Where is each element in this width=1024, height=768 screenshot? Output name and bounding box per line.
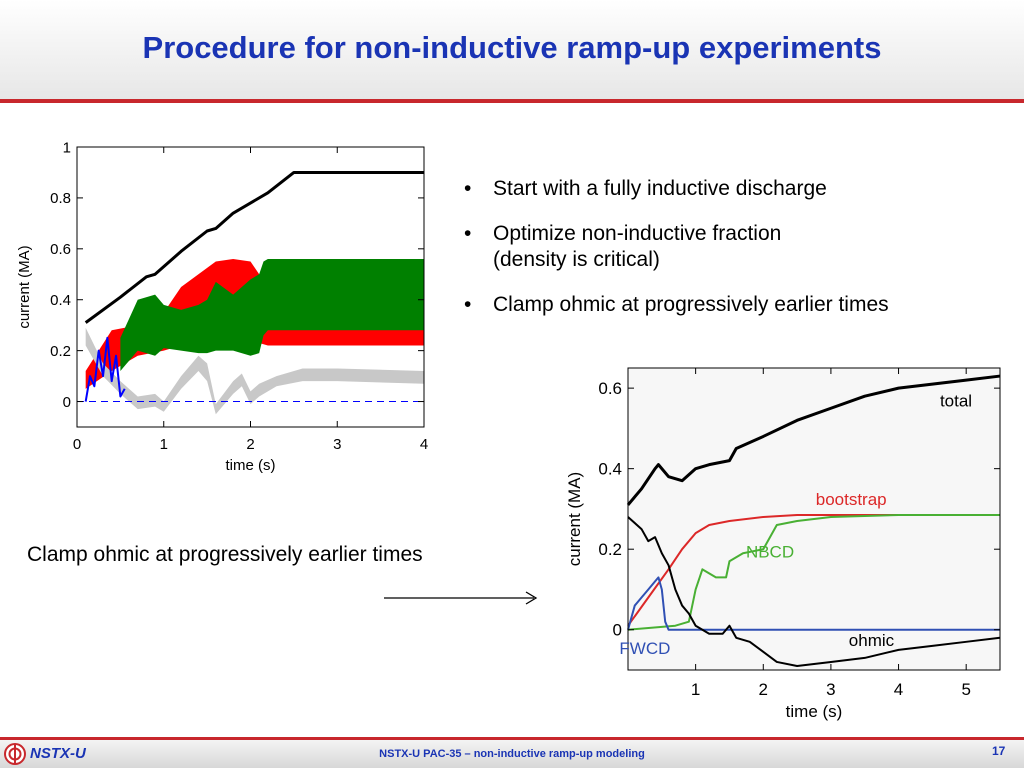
bullet-text: Clamp ohmic at progressively earlier tim… bbox=[493, 293, 889, 316]
x-tick-label: 3 bbox=[333, 436, 341, 453]
y-axis-label: current (MA) bbox=[565, 472, 584, 566]
series-total bbox=[84, 170, 424, 324]
bullet-item: Clamp ohmic at progressively earlier tim… bbox=[462, 292, 889, 318]
y-tick-label: 0.2 bbox=[50, 343, 71, 360]
x-tick-label: 4 bbox=[420, 436, 428, 453]
bullet-text: Start with a fully inductive discharge bbox=[493, 177, 827, 200]
series-fwcd bbox=[627, 576, 1000, 631]
bullet-text-line2: (density is critical) bbox=[493, 248, 660, 271]
y-tick-label: 0.8 bbox=[50, 190, 71, 207]
x-tick-label: 0 bbox=[73, 436, 81, 453]
x-tick-label: 3 bbox=[826, 680, 835, 699]
ramp-up-chart-right: 1 2 3 4 5 0 0.2 0.4 0.6 time (s) current (MA) total… bbox=[565, 367, 1001, 721]
x-tick-label: 1 bbox=[691, 680, 700, 699]
slide-title: Procedure for non-inductive ramp-up expe… bbox=[142, 30, 882, 65]
logo-text: NSTX-U bbox=[30, 745, 86, 762]
x-tick-label: 5 bbox=[961, 680, 970, 699]
series-ohmic bbox=[627, 516, 1001, 667]
grey-band bbox=[85, 327, 425, 415]
y-tick-label: 0.4 bbox=[50, 292, 71, 309]
ramp-up-chart-left: 0 1 2 3 4 0 0.2 0.4 0.6 0.8 1 time (s) current (MA) bbox=[16, 139, 428, 474]
series-label-fwcd: FWCD bbox=[619, 639, 670, 658]
series-nbcd bbox=[627, 513, 1000, 631]
y-tick-label: 0.6 bbox=[598, 379, 622, 398]
slide-header bbox=[0, 0, 1024, 102]
series-blue bbox=[84, 336, 126, 402]
series-label-ohmic: ohmic bbox=[849, 631, 895, 650]
x-tick-label: 2 bbox=[759, 680, 768, 699]
y-axis-label: current (MA) bbox=[16, 245, 33, 328]
bullet-item: Optimize non-inductive fraction (density … bbox=[462, 221, 889, 273]
y-tick-label: 0 bbox=[63, 394, 71, 411]
bullet-item: Start with a fully inductive discharge bbox=[462, 176, 889, 202]
bullet-text: Optimize non-inductive fraction bbox=[493, 222, 782, 245]
x-tick-label: 1 bbox=[160, 436, 168, 453]
y-tick-label: 0 bbox=[613, 621, 622, 640]
plot-frame bbox=[627, 367, 1001, 671]
footer-center-text: NSTX-U PAC-35 – non-inductive ramp-up mo… bbox=[379, 748, 645, 760]
x-axis-label: time (s) bbox=[226, 457, 276, 474]
series-label-total: total bbox=[940, 391, 972, 410]
arrow-icon bbox=[384, 591, 538, 605]
page-number: 17 bbox=[992, 744, 1006, 758]
header-rule bbox=[0, 99, 1024, 103]
x-tick-label: 4 bbox=[894, 680, 903, 699]
x-tick-label: 2 bbox=[246, 436, 254, 453]
y-tick-label: 0.6 bbox=[50, 241, 71, 258]
y-tick-label: 1 bbox=[63, 139, 71, 156]
footer bbox=[0, 740, 1024, 768]
caption: Clamp ohmic at progressively earlier tim… bbox=[27, 543, 423, 566]
nstx-logo-icon bbox=[4, 743, 26, 765]
series-total bbox=[626, 374, 1001, 506]
footer-rule bbox=[0, 737, 1024, 740]
series-label-bootstrap: bootstrap bbox=[816, 490, 887, 509]
x-axis-label: time (s) bbox=[786, 702, 843, 721]
green-band bbox=[120, 259, 424, 371]
series-label-nbcd: NBCD bbox=[746, 542, 794, 561]
y-tick-label: 0.4 bbox=[598, 460, 622, 479]
y-tick-label: 0.2 bbox=[598, 540, 622, 559]
bullet-list: Start with a fully inductive discharge O… bbox=[462, 176, 889, 337]
